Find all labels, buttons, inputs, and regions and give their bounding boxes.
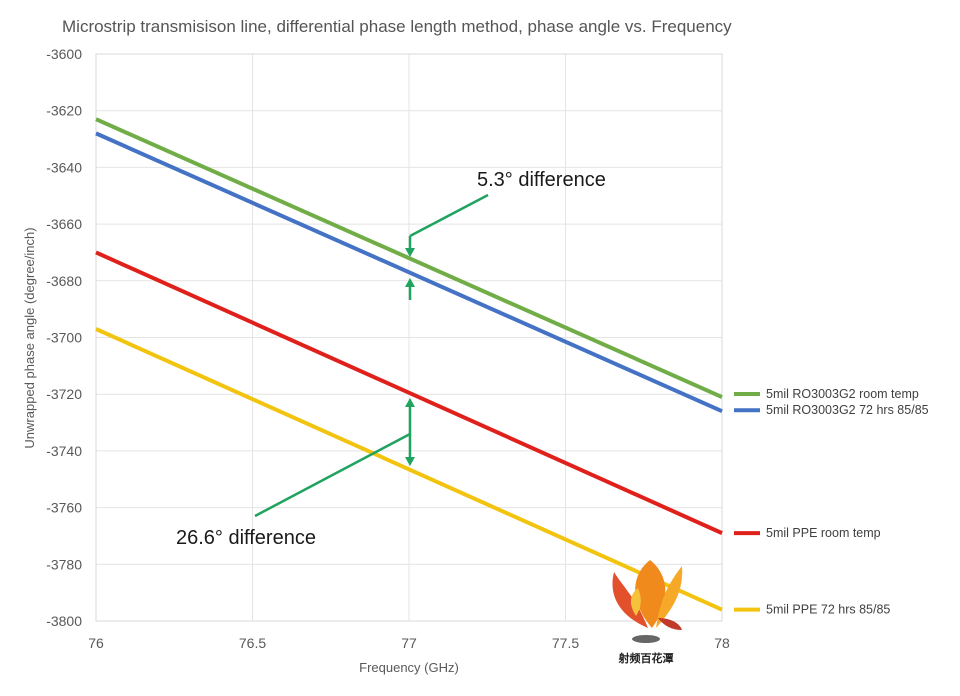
annotations: 5.3° difference 26.6° difference (176, 169, 606, 549)
logo-petal-icon (635, 560, 666, 628)
x-tick-label: 78 (714, 635, 730, 651)
annotation-5-3-arrows (405, 193, 489, 300)
x-axis-ticks: 76 76.5 77 77.5 78 (88, 635, 730, 651)
series-line-3 (95, 250, 723, 535)
y-tick-label: -3740 (46, 443, 82, 459)
y-tick-label: -3720 (46, 386, 82, 402)
annotation-leader-line (254, 432, 411, 518)
series-line-2 (95, 131, 723, 414)
series-line-1 (95, 117, 723, 399)
plot-area (95, 53, 723, 622)
annotation-26-6-difference: 26.6° difference (176, 527, 316, 549)
y-tick-label: -3640 (46, 159, 82, 175)
annotation-arrow-head (405, 457, 415, 466)
x-axis-label: Frequency (GHz) (359, 660, 459, 675)
annotation-arrow-head (405, 248, 415, 257)
y-tick-label: -3700 (46, 330, 82, 346)
logo-petal-icon (630, 588, 641, 616)
annotation-arrow-head (405, 278, 415, 287)
logo-leaf-icon (658, 618, 682, 630)
annotation-26-6-arrows (254, 398, 415, 518)
x-tick-label: 77 (401, 635, 417, 651)
legend: 5mil RO3003G2 room temp 5mil RO3003G2 72 … (734, 387, 929, 617)
logo-petal-icon (612, 572, 648, 628)
y-axis-ticks: -3600 -3620 -3640 -3660 -3680 -3700 -3720 -3740… (46, 46, 82, 629)
y-tick-label: -3780 (46, 556, 82, 572)
y-tick-label: -3600 (46, 46, 82, 62)
series-lines (95, 117, 723, 612)
watermark-text: 射频百花潭 (618, 651, 674, 665)
x-tick-label: 76 (88, 635, 104, 651)
legend-label-1: 5mil RO3003G2 room temp (766, 387, 919, 401)
legend-label-3: 5mil PPE room temp (766, 526, 881, 540)
y-tick-label: -3760 (46, 500, 82, 516)
watermark-logo: 射频百花潭 (612, 560, 683, 665)
annotation-5-3-difference: 5.3° difference (477, 169, 606, 191)
annotation-arrow-head (405, 398, 415, 407)
y-tick-label: -3800 (46, 613, 82, 629)
y-tick-label: -3620 (46, 103, 82, 119)
legend-label-2: 5mil RO3003G2 72 hrs 85/85 (766, 403, 929, 417)
annotation-leader-line (409, 193, 489, 238)
y-tick-label: -3660 (46, 216, 82, 232)
series-line-4 (95, 327, 723, 612)
legend-label-4: 5mil PPE 72 hrs 85/85 (766, 603, 890, 617)
logo-base-icon (632, 635, 660, 643)
y-tick-label: -3680 (46, 273, 82, 289)
logo-petal-icon (656, 566, 683, 628)
x-tick-label: 76.5 (239, 635, 266, 651)
x-tick-label: 77.5 (552, 635, 579, 651)
y-axis-label: Unwrapped phase angle (degree/inch) (22, 227, 37, 448)
chart-title: Microstrip transmisison line, differenti… (62, 17, 732, 36)
